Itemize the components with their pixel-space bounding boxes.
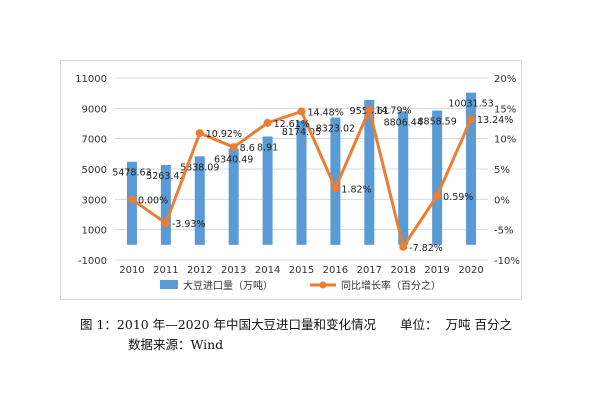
line-point bbox=[263, 118, 272, 127]
bar-data-label: 8806.44 bbox=[384, 117, 423, 128]
line-point bbox=[433, 191, 442, 200]
bar bbox=[160, 164, 171, 245]
x-axis-tick: 2020 bbox=[458, 265, 483, 276]
right-axis-tick: 15% bbox=[494, 104, 516, 115]
bar bbox=[330, 117, 341, 245]
bar-data-label: 6340.49 bbox=[214, 155, 253, 166]
line-point bbox=[195, 129, 204, 138]
bar-data-label: 8.91 bbox=[257, 143, 278, 154]
bar-data-label: 8174.05 bbox=[282, 127, 321, 138]
bar-data-label: 8858.59 bbox=[417, 117, 456, 128]
line-data-label: 12.61% bbox=[274, 119, 310, 130]
x-axis-tick: 2013 bbox=[221, 265, 246, 276]
line-data-label: 10.92% bbox=[206, 129, 242, 140]
legend-line-marker bbox=[319, 281, 327, 289]
line-data-label: 0.59% bbox=[443, 192, 473, 203]
bar bbox=[398, 111, 409, 245]
line-point bbox=[127, 195, 136, 204]
bar bbox=[262, 136, 273, 245]
bar-data-label: 5838.09 bbox=[180, 162, 219, 173]
x-axis-tick: 2018 bbox=[391, 265, 416, 276]
line-data-label: -3.93% bbox=[172, 219, 206, 230]
legend-bar-label: 大豆进口量（万吨） bbox=[183, 279, 273, 292]
line-point bbox=[161, 219, 170, 228]
x-axis-tick: 2016 bbox=[323, 265, 348, 276]
line-point bbox=[229, 143, 238, 152]
line-point bbox=[331, 184, 340, 193]
legend-bar-swatch bbox=[160, 280, 178, 289]
caption-unit-values: 万吨 百分之 bbox=[445, 317, 512, 332]
caption-source: 数据来源：Wind bbox=[128, 337, 224, 352]
x-axis-tick: 2015 bbox=[289, 265, 314, 276]
right-axis-tick: 10% bbox=[494, 135, 516, 146]
x-axis-tick: 2014 bbox=[255, 265, 280, 276]
right-axis-tick: -10% bbox=[494, 256, 520, 267]
left-axis-tick: 5000 bbox=[82, 165, 107, 176]
bar bbox=[296, 120, 307, 245]
bar bbox=[364, 99, 375, 245]
bar-data-label: 5263.42 bbox=[146, 171, 185, 182]
left-axis-tick: 1000 bbox=[82, 226, 107, 237]
bar-data-label: 10031.53 bbox=[448, 99, 493, 110]
legend-line-label: 同比增长率（百分之） bbox=[341, 279, 441, 292]
line-data-label: 8.6 bbox=[240, 143, 255, 154]
line-data-label: 14.48% bbox=[308, 107, 344, 118]
line-point bbox=[399, 242, 408, 251]
line-data-label: 0.00% bbox=[138, 195, 168, 206]
x-axis-tick: 2010 bbox=[119, 265, 144, 276]
caption-title: 图 1：2010 年—2020 年中国大豆进口量和变化情况 bbox=[80, 317, 376, 332]
bar bbox=[466, 92, 477, 245]
line-point bbox=[467, 115, 476, 124]
left-axis-tick: 3000 bbox=[82, 195, 107, 206]
chart-frame bbox=[60, 60, 522, 300]
bar bbox=[194, 156, 205, 245]
right-axis-tick: 0% bbox=[494, 195, 510, 206]
line-data-label: -7.82% bbox=[409, 243, 443, 254]
right-axis-tick: -5% bbox=[494, 226, 513, 237]
line-data-label: 1.82% bbox=[341, 184, 371, 195]
caption-unit-label: 单位： bbox=[399, 317, 438, 332]
bar-data-label: 5478.63 bbox=[112, 168, 151, 179]
bar bbox=[432, 110, 443, 245]
right-axis-tick: 5% bbox=[494, 165, 510, 176]
x-axis-tick: 2011 bbox=[153, 265, 178, 276]
line-data-label: 14.79% bbox=[375, 106, 411, 117]
bar-data-label: 8323.02 bbox=[316, 124, 355, 135]
left-axis-tick: -1000 bbox=[78, 256, 107, 267]
line-data-label: 13.24% bbox=[477, 115, 513, 126]
figure-caption: 图 1：2010 年—2020 年中国大豆进口量和变化情况 单位： 万吨 百分之 … bbox=[80, 315, 560, 355]
x-axis-tick: 2019 bbox=[424, 265, 449, 276]
line-point bbox=[365, 105, 374, 114]
left-axis-tick: 11000 bbox=[75, 74, 107, 85]
left-axis-tick: 9000 bbox=[82, 104, 107, 115]
left-axis-tick: 7000 bbox=[82, 135, 107, 146]
right-axis-tick: 20% bbox=[494, 74, 516, 85]
line-point bbox=[297, 107, 306, 116]
x-axis-tick: 2017 bbox=[357, 265, 382, 276]
bar bbox=[228, 148, 239, 245]
x-axis-tick: 2012 bbox=[187, 265, 212, 276]
